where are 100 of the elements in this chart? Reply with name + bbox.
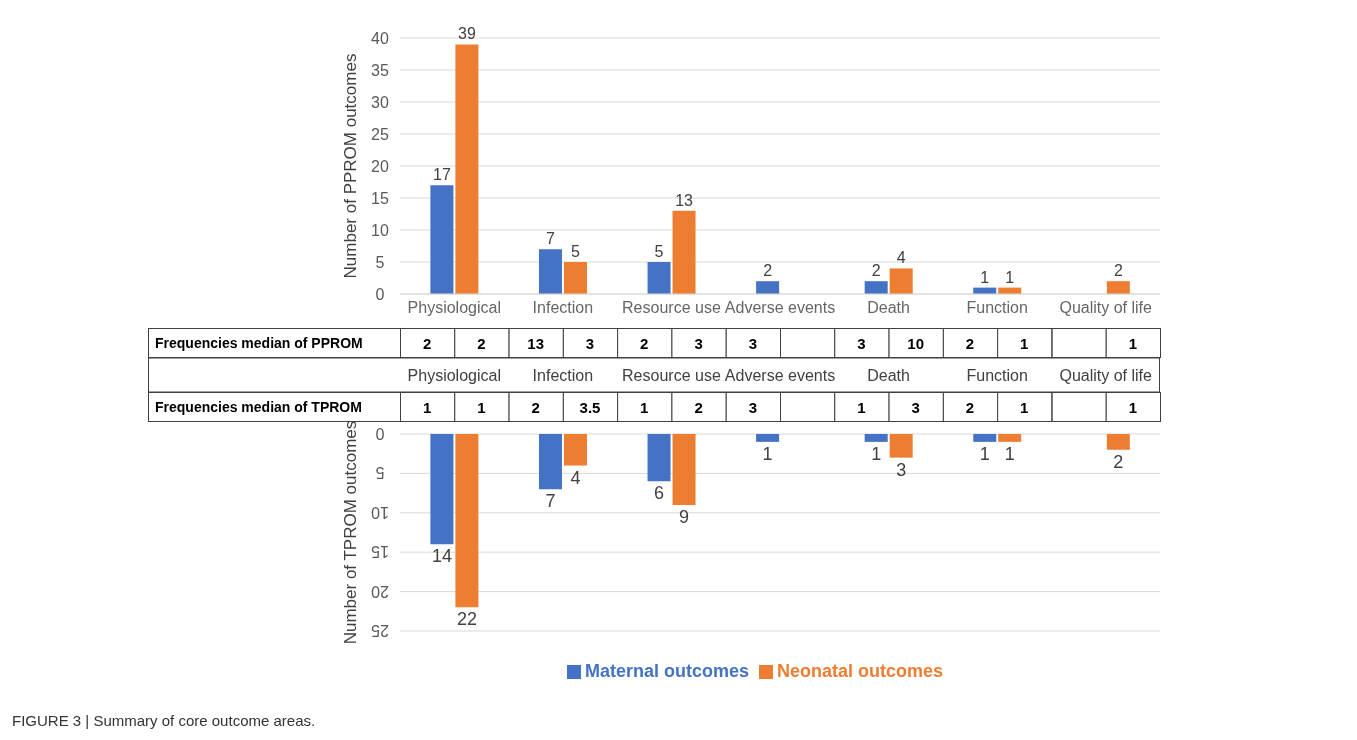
y-tick-label: 35	[371, 61, 389, 79]
data-label: 3	[857, 334, 866, 352]
data-label: 2	[694, 398, 703, 416]
y-tick-label: Frequencies median of TPROM	[155, 399, 362, 415]
y-tick-label: 25	[371, 622, 389, 640]
data-label: 3	[911, 398, 920, 416]
x-tick-label: Function	[966, 299, 1028, 317]
bar	[455, 434, 479, 608]
data-label: 3.5	[579, 398, 601, 416]
data-label: 1	[422, 398, 432, 416]
bar	[1106, 281, 1130, 294]
x-tick-label: Adverse events	[724, 299, 836, 317]
caption: FIGURE 3 | Summary of core outcome areas.	[11, 712, 317, 729]
data-label: 3	[694, 334, 703, 352]
legend-label: Maternal outcomes	[584, 661, 749, 681]
bar	[672, 210, 696, 294]
bar	[889, 434, 913, 458]
bar	[864, 281, 888, 294]
y-tick-label: 30	[371, 93, 389, 111]
data-label: 3	[585, 334, 595, 352]
data-label: 5	[654, 243, 664, 260]
data-label: 3	[748, 398, 758, 416]
data-label: 17	[433, 166, 451, 184]
data-label: 13	[527, 334, 545, 352]
bar	[998, 434, 1022, 442]
data-label: 22	[456, 609, 477, 630]
data-label: 2	[422, 334, 432, 352]
data-label: 1	[477, 398, 486, 416]
category-label: Infection	[532, 366, 594, 384]
data-label: 2	[871, 262, 881, 280]
y-tick-label: 20	[371, 157, 389, 175]
y-tick-label: 15	[371, 189, 389, 207]
data-label: 1	[1004, 443, 1015, 464]
bar	[538, 434, 562, 490]
data-label: 2	[531, 398, 540, 416]
data-label: 1	[857, 398, 866, 416]
data-label: 4	[896, 249, 906, 267]
data-label: 1	[980, 268, 990, 286]
bar	[455, 44, 479, 294]
category-label: Death	[867, 366, 910, 384]
y-tick-label: Frequencies median of PPROM	[155, 335, 363, 351]
category-label: Physiological	[407, 366, 501, 384]
category-label: Resource use	[622, 366, 721, 384]
category-label: Quality of life	[1059, 366, 1152, 384]
bar	[647, 262, 671, 294]
y-tick-label: 0	[375, 425, 385, 443]
bar	[563, 434, 587, 466]
y-tick-label: 10	[371, 221, 389, 239]
x-tick-label: Resource use	[622, 299, 721, 317]
data-label: 1	[1020, 398, 1029, 416]
y-axis-title: Number of PPROM outcomes	[341, 53, 361, 279]
bar	[756, 434, 780, 442]
data-label: 1	[640, 398, 649, 416]
y-tick-label: 25	[371, 125, 389, 143]
y-tick-label: 5	[375, 253, 385, 271]
y-tick-label: 0	[375, 285, 385, 303]
legend-label: Neonatal outcomes	[777, 661, 944, 681]
data-label: 7	[545, 491, 556, 512]
data-label: 3	[896, 459, 907, 480]
bar	[864, 434, 888, 442]
data-label: 5	[571, 243, 581, 260]
data-label: 1	[1005, 268, 1015, 286]
data-label: 2	[763, 262, 773, 280]
data-label: 1	[762, 443, 773, 464]
data-label: 1	[1020, 334, 1029, 352]
data-label: 13	[675, 191, 694, 209]
data-label: 1	[979, 443, 990, 464]
bar	[756, 281, 780, 294]
data-label: 10	[907, 334, 925, 352]
data-label: 14	[431, 546, 452, 567]
data-label: 2	[1113, 451, 1124, 472]
y-axis-title: Number of TPROM outcomes	[341, 420, 361, 645]
data-label: 2	[965, 334, 975, 352]
bar	[1106, 434, 1130, 450]
data-label: 2	[1113, 262, 1123, 280]
data-label: 6	[654, 483, 665, 504]
y-tick-label: 5	[375, 464, 385, 482]
y-tick-label: 15	[371, 543, 389, 561]
data-label: 4	[570, 467, 581, 488]
y-tick-label: 20	[371, 583, 389, 601]
x-tick-label: Quality of life	[1059, 299, 1153, 317]
category-label: Function	[966, 366, 1028, 384]
bar	[538, 249, 562, 294]
bar	[563, 262, 587, 294]
y-tick-label: 10	[371, 504, 389, 522]
data-label: 1	[871, 443, 882, 464]
data-label: 1	[1128, 398, 1138, 416]
category-label: Adverse events	[724, 366, 836, 384]
data-label: 3	[748, 334, 758, 352]
x-tick-label: Infection	[532, 299, 594, 317]
bar	[973, 434, 997, 442]
y-tick-label: 40	[371, 29, 389, 47]
bar	[889, 268, 913, 294]
bar	[430, 434, 454, 545]
data-label: 2	[477, 334, 486, 352]
data-label: 2	[965, 398, 975, 416]
x-tick-label: Physiological	[407, 299, 501, 317]
data-label: 9	[679, 506, 690, 527]
x-tick-label: Death	[867, 299, 910, 317]
data-label: 39	[458, 25, 476, 43]
